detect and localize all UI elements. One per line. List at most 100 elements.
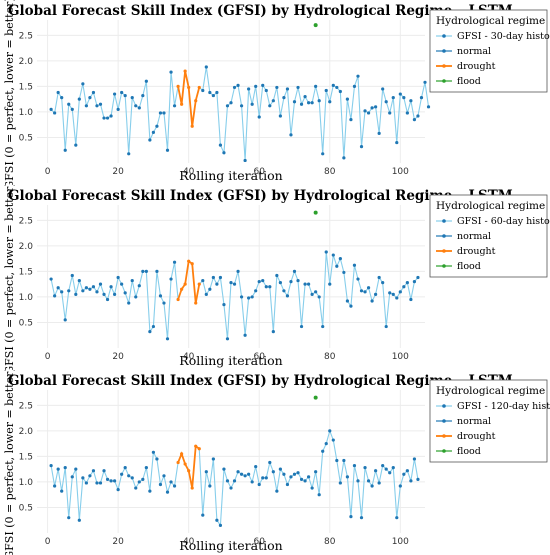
- normal-point: [257, 482, 261, 487]
- legend-title: Hydrological regime: [436, 15, 545, 27]
- normal-point: [84, 104, 88, 108]
- legend-item-history-swatch-dot: [442, 34, 446, 38]
- normal-point: [60, 96, 64, 100]
- normal-point: [395, 140, 399, 145]
- y-axis-label: GFSI (0 = perfect, lower = better): [3, 0, 16, 185]
- normal-point: [91, 285, 96, 289]
- normal-point: [292, 472, 297, 476]
- y-tick-label: 2.5: [19, 401, 33, 411]
- normal-point: [239, 295, 244, 299]
- x-tick-label: 20: [112, 537, 124, 547]
- legend-item-normal-swatch-dot: [442, 419, 446, 423]
- normal-point: [342, 156, 346, 160]
- y-axis-label: GFSI (0 = perfect, lower = better): [3, 370, 16, 555]
- normal-point: [95, 481, 99, 485]
- normal-point: [169, 70, 173, 74]
- legend-item-history-swatch-dot: [442, 219, 446, 223]
- normal-point: [247, 296, 251, 300]
- normal-point: [165, 148, 170, 152]
- legend-item-normal: normal: [457, 231, 491, 242]
- chart-svg-60day: Global Forecast Skill Index (GFSI) by Hy…: [3, 185, 550, 370]
- y-tick-label: 0.5: [19, 133, 33, 143]
- chart-panel-30day: Global Forecast Skill Index (GFSI) by Hy…: [0, 0, 550, 185]
- legend-item-flood: flood: [457, 261, 481, 272]
- normal-point: [416, 477, 420, 481]
- normal-point: [67, 289, 71, 293]
- normal-point: [254, 84, 258, 88]
- normal-point: [391, 466, 395, 470]
- normal-point: [324, 250, 328, 254]
- normal-point: [204, 65, 208, 69]
- legend-item-flood-swatch-dot: [442, 79, 446, 83]
- normal-point: [296, 278, 300, 283]
- normal-point: [49, 463, 53, 468]
- normal-point: [352, 84, 357, 88]
- normal-point: [109, 285, 113, 289]
- normal-point: [56, 286, 60, 290]
- normal-point: [137, 480, 141, 484]
- normal-point: [307, 475, 311, 479]
- normal-point: [148, 489, 152, 493]
- normal-point: [113, 292, 117, 296]
- normal-point: [105, 116, 110, 120]
- normal-point: [278, 467, 282, 471]
- y-tick-label: 1.5: [19, 82, 33, 92]
- normal-point: [261, 83, 265, 87]
- normal-point: [208, 484, 212, 488]
- drought-point: [190, 486, 194, 490]
- normal-point: [144, 269, 148, 273]
- normal-point: [292, 100, 297, 104]
- normal-point: [377, 131, 381, 135]
- normal-point: [363, 466, 367, 470]
- normal-point: [324, 442, 328, 446]
- x-tick-label: 20: [112, 352, 124, 362]
- chart-panel-120day: Global Forecast Skill Index (GFSI) by Hy…: [0, 370, 550, 555]
- normal-point: [70, 273, 74, 278]
- plot-area: [37, 20, 425, 163]
- normal-point: [310, 292, 314, 296]
- normal-point: [215, 282, 219, 286]
- normal-point: [243, 158, 247, 163]
- normal-point: [303, 479, 307, 483]
- legend-title: Hydrological regime: [436, 200, 545, 212]
- normal-point: [232, 85, 237, 90]
- normal-point: [70, 475, 74, 479]
- normal-point: [321, 324, 325, 329]
- normal-point: [229, 486, 233, 490]
- normal-point: [405, 281, 409, 285]
- normal-point: [102, 469, 106, 473]
- normal-point: [120, 472, 124, 476]
- normal-point: [141, 93, 145, 98]
- normal-point: [257, 115, 261, 119]
- normal-point: [134, 486, 138, 490]
- normal-point: [232, 479, 237, 483]
- normal-point: [84, 481, 88, 485]
- chart-panel-60day: Global Forecast Skill Index (GFSI) by Hy…: [0, 185, 550, 370]
- x-tick-label: 80: [324, 537, 336, 547]
- legend-item-normal: normal: [457, 416, 491, 427]
- normal-point: [345, 299, 349, 303]
- normal-point: [63, 148, 67, 152]
- normal-point: [169, 480, 173, 484]
- x-tick-label: 80: [324, 167, 336, 177]
- normal-point: [77, 518, 81, 522]
- drought-point: [197, 282, 201, 286]
- normal-point: [229, 101, 233, 105]
- normal-point: [370, 299, 374, 303]
- normal-point: [77, 97, 81, 101]
- y-tick-label: 1.5: [19, 452, 33, 462]
- normal-point: [127, 152, 131, 156]
- normal-point: [261, 278, 265, 283]
- flood-point: [313, 23, 318, 28]
- normal-point: [335, 458, 339, 463]
- x-tick-label: 60: [253, 352, 265, 362]
- normal-point: [409, 297, 413, 302]
- normal-point: [278, 114, 282, 118]
- normal-point: [338, 89, 342, 94]
- normal-point: [172, 484, 177, 488]
- normal-point: [95, 290, 99, 294]
- normal-point: [402, 472, 406, 476]
- legend-item-drought-swatch-dot: [442, 249, 446, 253]
- normal-point: [98, 481, 103, 485]
- drought-point: [194, 301, 198, 305]
